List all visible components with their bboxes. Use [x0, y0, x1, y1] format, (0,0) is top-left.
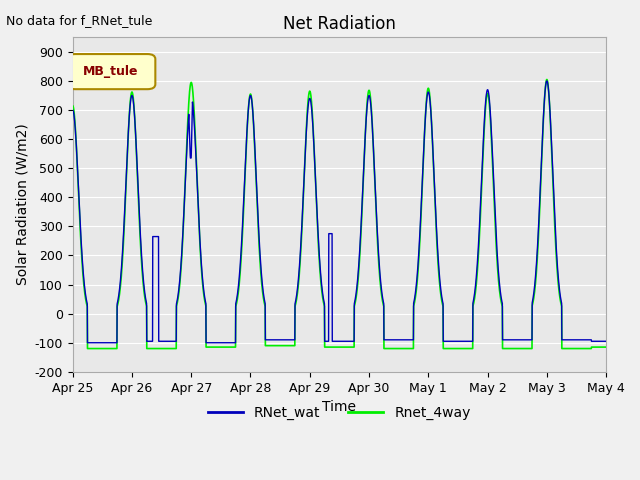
- X-axis label: Time: Time: [323, 400, 356, 414]
- Text: MB_tule: MB_tule: [83, 65, 139, 78]
- Title: Net Radiation: Net Radiation: [283, 15, 396, 33]
- FancyBboxPatch shape: [67, 54, 156, 89]
- Y-axis label: Solar Radiation (W/m2): Solar Radiation (W/m2): [15, 124, 29, 286]
- Text: No data for f_RNet_tule: No data for f_RNet_tule: [6, 14, 153, 27]
- Legend: RNet_wat, Rnet_4way: RNet_wat, Rnet_4way: [203, 400, 476, 425]
